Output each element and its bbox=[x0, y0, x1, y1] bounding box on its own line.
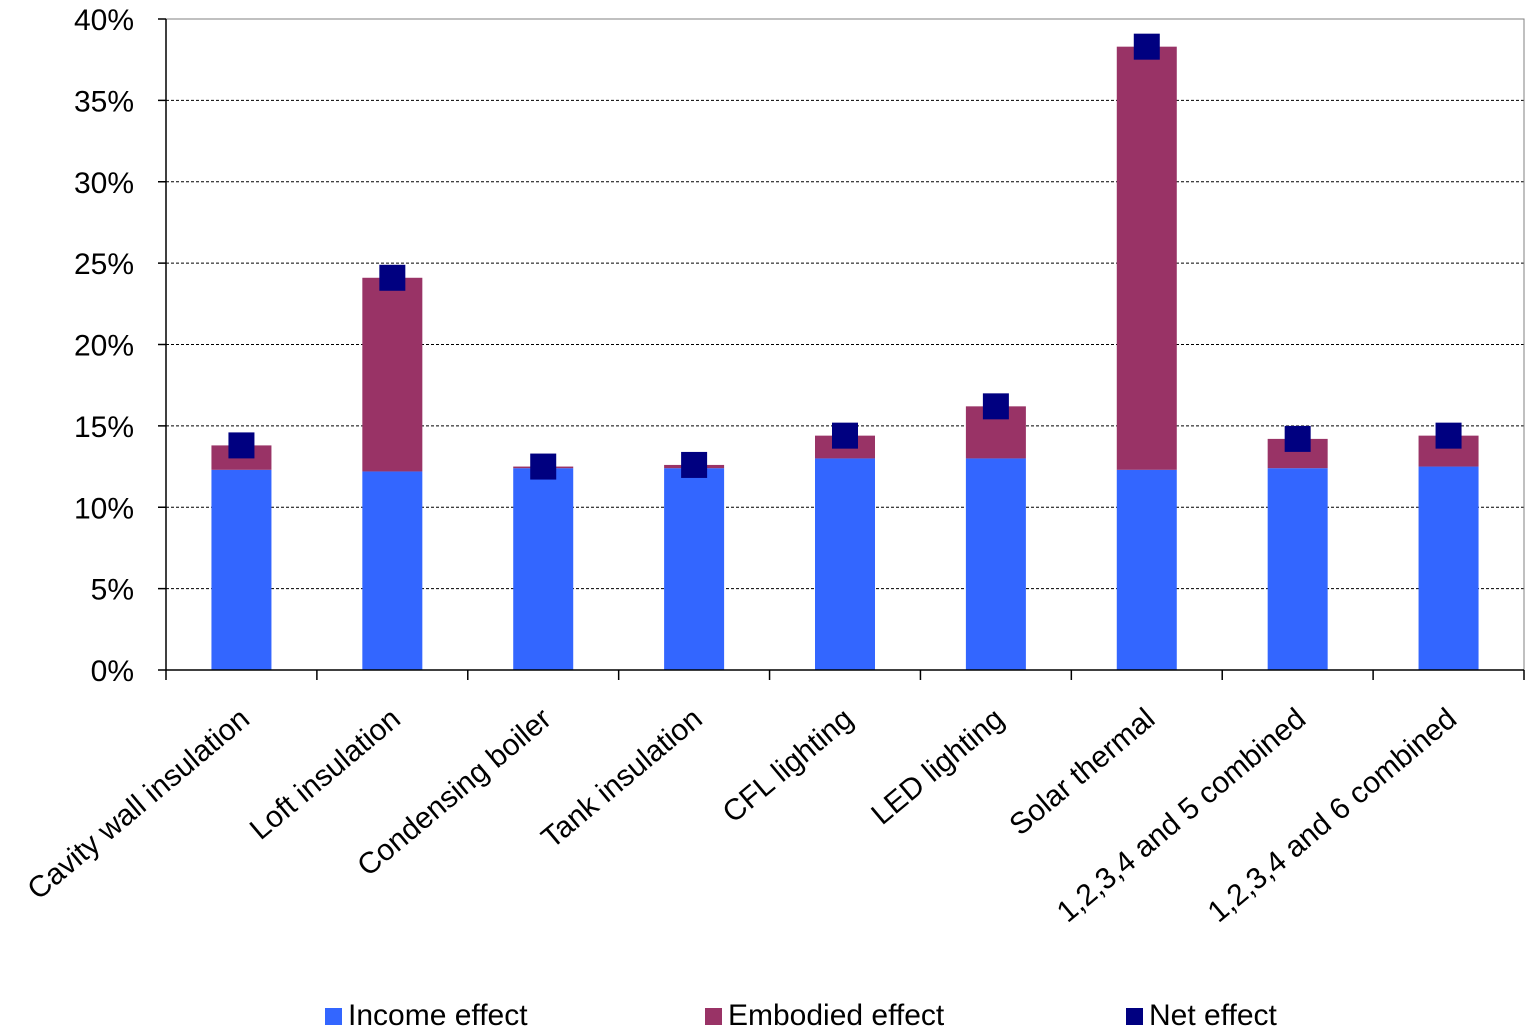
net-effect-marker-tank-insulation bbox=[681, 451, 708, 478]
legend-label-net: Net effect bbox=[1149, 999, 1277, 1032]
x-tick-label: 1,2,3,4 and 5 combined bbox=[1051, 702, 1312, 929]
x-tick-label: 1,2,3,4 and 6 combined bbox=[1202, 702, 1463, 929]
y-tick-label: 0% bbox=[91, 655, 134, 688]
x-tick-label: Solar thermal bbox=[1003, 702, 1161, 842]
chart: 0% 5% 10% 15% 20% 25% 30% 35% 40% Cavity wall in… bbox=[21, 4, 1525, 929]
legend-label-embodied: Embodied effect bbox=[728, 999, 945, 1032]
y-tick-label: 40% bbox=[74, 4, 134, 37]
x-tick-label: Tank insulation bbox=[535, 702, 708, 855]
y-tick-label: 25% bbox=[74, 248, 134, 281]
income-effect-bar-led-lighting bbox=[965, 458, 1026, 670]
net-effect-marker-loft-insulation bbox=[379, 264, 406, 291]
x-tick-label: Cavity wall insulation bbox=[21, 702, 256, 906]
y-tick-label: 30% bbox=[74, 167, 134, 200]
legend: Income effect Embodied effect Net effect bbox=[0, 996, 1528, 1036]
embodied-effect-bar-loft-insulation bbox=[362, 277, 423, 472]
income-effect-bar-condensing-boiler bbox=[513, 468, 574, 670]
legend-swatch-embodied bbox=[705, 1007, 722, 1025]
net-effect-marker-condensing-boiler bbox=[530, 453, 557, 480]
net-effect-markers bbox=[228, 33, 1462, 480]
axes bbox=[158, 18, 1525, 680]
y-tick-labels: 0% 5% 10% 15% 20% 25% 30% 35% 40% bbox=[74, 4, 134, 688]
legend-swatch-net bbox=[1126, 1007, 1143, 1025]
legend-item-net: Net effect bbox=[1126, 996, 1277, 1036]
legend-label-income: Income effect bbox=[348, 999, 528, 1032]
income-effect-bar-tank-insulation bbox=[664, 468, 725, 670]
x-tick-label: LED lighting bbox=[865, 702, 1010, 831]
x-tick-label: CFL lighting bbox=[717, 702, 860, 829]
y-tick-label: 10% bbox=[74, 492, 134, 525]
income-effect-bar-1-2-3-4-and-6-combined bbox=[1418, 466, 1479, 670]
legend-item-income: Income effect bbox=[325, 996, 528, 1036]
y-tick-label: 20% bbox=[74, 330, 134, 363]
net-effect-marker-cfl-lighting bbox=[832, 422, 858, 449]
net-effect-marker-cavity-wall-insulation bbox=[228, 432, 255, 459]
income-effect-bar-loft-insulation bbox=[362, 471, 423, 670]
y-tick-label: 35% bbox=[74, 85, 134, 118]
income-effect-bar-solar-thermal bbox=[1116, 469, 1177, 670]
net-effect-marker-1-2-3-4-and-6-combined bbox=[1435, 422, 1462, 449]
y-tick-label: 5% bbox=[91, 574, 134, 607]
y-tick-label: 15% bbox=[74, 411, 134, 444]
legend-item-embodied: Embodied effect bbox=[705, 996, 944, 1036]
net-effect-marker-1-2-3-4-and-5-combined bbox=[1284, 425, 1311, 452]
income-effect-bar-cfl-lighting bbox=[815, 458, 875, 670]
income-effect-bar-1-2-3-4-and-5-combined bbox=[1267, 468, 1328, 670]
legend-swatch-income bbox=[325, 1007, 342, 1025]
net-effect-marker-solar-thermal bbox=[1133, 33, 1160, 60]
income-effect-bar-cavity-wall-insulation bbox=[211, 469, 272, 670]
embodied-effect-bar-solar-thermal bbox=[1116, 46, 1177, 470]
bars bbox=[211, 46, 1479, 670]
x-tick-label: Loft insulation bbox=[244, 702, 407, 846]
net-effect-marker-led-lighting bbox=[982, 393, 1009, 420]
